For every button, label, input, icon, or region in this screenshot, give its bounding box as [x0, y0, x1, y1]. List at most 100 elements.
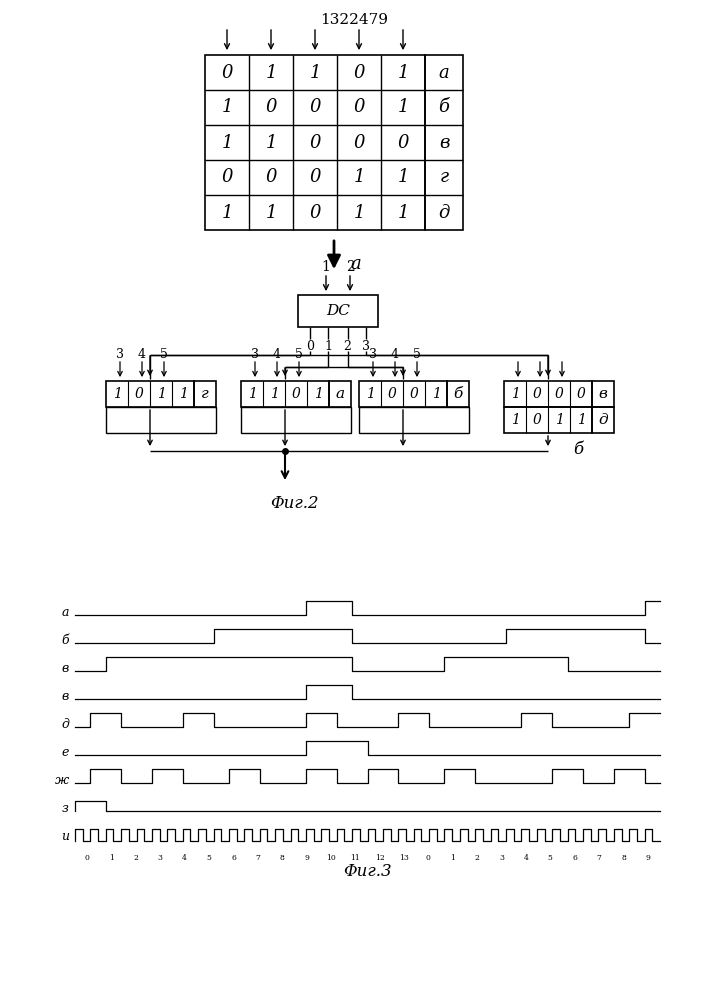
- Text: 1: 1: [112, 387, 122, 401]
- Bar: [359, 381, 447, 407]
- Text: 12: 12: [375, 854, 385, 862]
- Text: 1: 1: [397, 204, 409, 222]
- Text: в: в: [62, 690, 69, 702]
- Text: 0: 0: [221, 64, 233, 82]
- Bar: [592, 381, 614, 407]
- Text: DC: DC: [326, 304, 350, 318]
- Text: 1: 1: [265, 64, 276, 82]
- Text: 0: 0: [309, 204, 321, 222]
- Text: 1: 1: [309, 64, 321, 82]
- Text: 0: 0: [532, 387, 542, 401]
- Text: д: д: [61, 718, 69, 730]
- Text: 1: 1: [179, 387, 187, 401]
- Text: 1: 1: [221, 99, 233, 116]
- Text: 4: 4: [391, 349, 399, 361]
- Text: 4: 4: [138, 349, 146, 361]
- Text: б: б: [62, 634, 69, 647]
- Text: 1: 1: [450, 854, 455, 862]
- Bar: [298, 295, 378, 327]
- Text: 0: 0: [291, 387, 300, 401]
- Text: 1: 1: [221, 204, 233, 222]
- Text: 0: 0: [265, 99, 276, 116]
- Text: 1: 1: [397, 168, 409, 186]
- Text: 3: 3: [158, 854, 163, 862]
- Text: д: д: [598, 413, 608, 427]
- Text: 1: 1: [322, 260, 330, 274]
- Text: 0: 0: [221, 168, 233, 186]
- Bar: [205, 55, 425, 230]
- Text: 1: 1: [354, 204, 365, 222]
- Text: 1: 1: [510, 413, 520, 427]
- Text: 0: 0: [309, 99, 321, 116]
- Bar: [106, 407, 216, 433]
- Text: Φиг.3: Φиг.3: [343, 863, 392, 880]
- Text: 1: 1: [354, 168, 365, 186]
- Text: г: г: [440, 168, 448, 186]
- Text: 4: 4: [523, 854, 528, 862]
- Text: 1: 1: [554, 413, 563, 427]
- Text: 7: 7: [255, 854, 260, 862]
- Text: 1: 1: [247, 387, 257, 401]
- Text: Φиг.2: Φиг.2: [271, 494, 320, 512]
- Text: 0: 0: [409, 387, 419, 401]
- Text: а: а: [62, 605, 69, 618]
- Text: б: б: [573, 440, 583, 458]
- Bar: [241, 407, 351, 433]
- Text: 0: 0: [397, 133, 409, 151]
- Text: ж: ж: [54, 774, 69, 786]
- Text: 0: 0: [387, 387, 397, 401]
- Bar: [329, 381, 351, 407]
- Text: 2: 2: [344, 340, 351, 354]
- Text: 0: 0: [309, 168, 321, 186]
- Text: 6: 6: [231, 854, 236, 862]
- Text: 5: 5: [160, 349, 168, 361]
- Text: и: и: [61, 830, 69, 844]
- Text: б: б: [453, 387, 462, 401]
- Text: б: б: [438, 99, 450, 116]
- Text: 1: 1: [156, 387, 165, 401]
- Text: 0: 0: [532, 413, 542, 427]
- Text: 5: 5: [295, 349, 303, 361]
- Text: в: в: [439, 133, 449, 151]
- Text: 1: 1: [325, 340, 332, 354]
- Text: 1: 1: [366, 387, 375, 401]
- Bar: [504, 407, 592, 433]
- Text: 3: 3: [499, 854, 504, 862]
- Text: 5: 5: [413, 349, 421, 361]
- Text: 4: 4: [182, 854, 187, 862]
- Text: 0: 0: [577, 387, 585, 401]
- Text: 1: 1: [265, 133, 276, 151]
- Text: 2: 2: [134, 854, 139, 862]
- Bar: [447, 381, 469, 407]
- Text: 10: 10: [326, 854, 336, 862]
- Text: 1: 1: [269, 387, 279, 401]
- Bar: [241, 381, 329, 407]
- Text: 8: 8: [280, 854, 285, 862]
- Text: 0: 0: [134, 387, 144, 401]
- Text: 6: 6: [572, 854, 577, 862]
- Text: 0: 0: [426, 854, 431, 862]
- Text: з: з: [62, 802, 69, 814]
- Text: 13: 13: [399, 854, 409, 862]
- Text: 8: 8: [621, 854, 626, 862]
- Text: 0: 0: [354, 133, 365, 151]
- Text: 0: 0: [554, 387, 563, 401]
- Text: 1: 1: [314, 387, 322, 401]
- Text: 0: 0: [306, 340, 314, 354]
- Text: а: а: [438, 64, 450, 82]
- Text: 1322479: 1322479: [320, 13, 388, 27]
- Text: 5: 5: [548, 854, 553, 862]
- Bar: [194, 381, 216, 407]
- Text: 0: 0: [85, 854, 90, 862]
- Text: 5: 5: [206, 854, 211, 862]
- Text: 1: 1: [397, 99, 409, 116]
- Text: 3: 3: [116, 349, 124, 361]
- Text: 4: 4: [273, 349, 281, 361]
- Text: 1: 1: [265, 204, 276, 222]
- Text: 1: 1: [397, 64, 409, 82]
- Text: 9: 9: [304, 854, 309, 862]
- Text: г: г: [201, 387, 209, 401]
- Text: 3: 3: [369, 349, 377, 361]
- Text: 1: 1: [510, 387, 520, 401]
- Bar: [592, 407, 614, 433]
